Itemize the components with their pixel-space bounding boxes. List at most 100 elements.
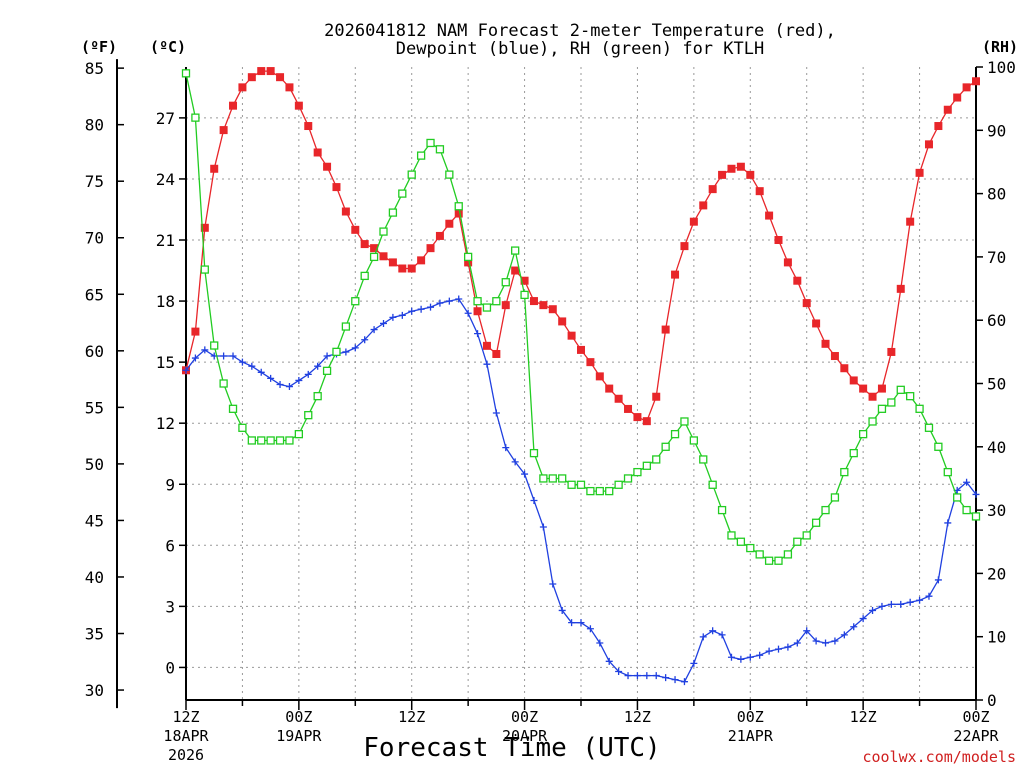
rh-point [426,138,435,148]
temperature-point [972,77,980,86]
rh-point [896,385,905,394]
temperature-point [426,244,435,253]
celsius-tick-label: 27 [156,109,175,128]
temperature-point [887,347,896,356]
dewpoint-point [389,313,397,321]
temperature-point [501,301,510,310]
rh-tick-label: 30 [987,501,1006,520]
dewpoint-point [765,647,773,655]
rh-tick-label: 20 [987,564,1006,583]
rh-point [247,436,256,445]
rh-point [360,271,369,281]
temperature-point [558,317,567,326]
rh-point [849,448,858,458]
time-tick-date: 22APR [953,727,999,745]
rh-point [492,297,501,306]
temperature-point [765,211,774,220]
rh-point [304,410,313,420]
rh-point [313,392,322,401]
dewpoint-point [436,299,444,307]
time-tick-date: 19APR [276,727,322,745]
rh-point [736,537,746,546]
rh-point [652,455,661,464]
fahrenheit-tick-label: 85 [85,59,104,78]
dewpoint-point [784,643,792,651]
chart-title-line2: Dewpoint (blue), RH (green) for KTLH [396,39,764,59]
dewpoint-point [502,444,510,452]
rh-point [915,404,924,413]
rh-point [181,69,191,78]
rh-tick-label: 50 [987,375,1006,394]
rh-point [840,467,849,477]
fahrenheit-tick-label: 45 [85,511,104,530]
temperature-point [435,231,444,240]
dewpoint-point [803,627,811,635]
dewpoint-point [304,370,312,378]
dewpoint-point [916,596,924,604]
dewpoint-point [220,352,228,360]
temperature-point [520,276,529,285]
temperature-point [689,217,698,226]
temperature-point [548,305,557,314]
rh-point [435,145,445,154]
celsius-tick-label: 0 [165,658,175,677]
temperature-point [464,258,473,267]
temperature-point [614,394,623,403]
dewpoint-point [511,458,519,466]
temperature-point [708,185,717,194]
dewpoint-point [323,352,331,360]
dewpoint-point [756,651,764,659]
celsius-tick-label: 12 [156,414,175,433]
celsius-tick-label: 9 [165,475,175,494]
dewpoint-point [445,297,453,305]
temperature-point [934,122,943,131]
chart-title-line1: 2026041812 NAM Forecast 2-meter Temperat… [324,21,836,41]
fahrenheit-tick-label: 35 [85,625,104,644]
rh-point [614,480,623,489]
dewpoint-point [822,639,830,647]
dewpoint-point [746,653,754,661]
dewpoint-point [624,672,632,680]
temperature-point [482,341,491,350]
rh-point [595,486,604,496]
dewpoint-point [906,598,914,606]
temperature-point [360,240,369,249]
dewpoint-point [850,623,858,631]
temperature-point [229,101,238,110]
rh-point [379,227,388,236]
celsius-tick-label: 24 [156,170,175,189]
dewpoint-point [859,615,867,623]
temperature-point [849,376,858,385]
temperature-point [294,101,303,110]
dewpoint-point [558,606,566,614]
rh-point [633,467,642,477]
rh-point [623,474,633,483]
rh-point [830,493,840,502]
fahrenheit-tick-label: 65 [85,285,104,304]
rh-point [238,423,247,432]
rh-point [774,556,783,565]
time-tick-date: 20APR [502,727,548,745]
rh-point [511,246,520,255]
time-tick-label: 12Z [398,708,425,726]
temperature-point [445,219,454,228]
temperature-point [868,392,877,401]
data-series [181,67,981,686]
rh-point [924,423,934,432]
rh-point [793,537,802,546]
temperature-point [266,67,275,76]
dewpoint-point [238,358,246,366]
rh-point [586,486,595,496]
rh-point [906,392,915,401]
dewpoint-point [793,639,801,647]
dewpoint-point [417,305,425,313]
rh-point [727,531,736,540]
rh-point [294,429,304,439]
dewpoint-point [887,600,895,608]
dewpoint-point [963,478,971,486]
rh-point [858,429,868,439]
temperature-point [736,162,745,171]
rh-point [887,398,896,407]
temperature-point [699,201,708,210]
